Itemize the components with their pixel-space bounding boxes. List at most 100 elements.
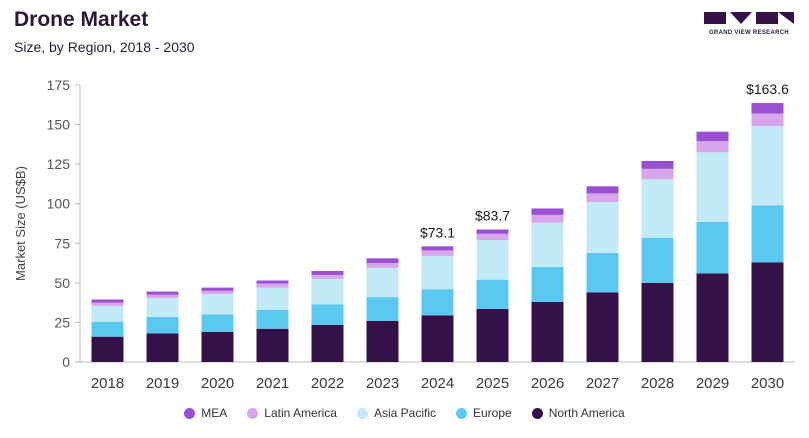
bar-segment-latin-america-2019 — [146, 294, 179, 298]
x-tick-label: 2021 — [256, 375, 289, 392]
chart-subtitle: Size, by Region, 2018 - 2030 — [14, 39, 195, 55]
bar-segment-mea-2030 — [751, 103, 784, 114]
y-tick-label: 175 — [47, 77, 71, 93]
bar-segment-asia-pacific-2021 — [256, 287, 289, 310]
legend-item-europe: Europe — [456, 406, 512, 420]
bar-segment-asia-pacific-2026 — [531, 222, 564, 268]
bar-segment-mea-2019 — [146, 291, 179, 295]
bar-segment-asia-pacific-2029 — [696, 152, 729, 222]
bar-segment-asia-pacific-2030 — [751, 126, 784, 206]
bar-segment-north-america-2022 — [311, 324, 344, 362]
y-tick-label: 100 — [47, 196, 71, 212]
bar-segment-mea-2026 — [531, 208, 564, 215]
bar-segment-mea-2023 — [366, 258, 399, 264]
grand-view-research-logo — [704, 12, 794, 24]
legend-swatch-latin-america — [247, 407, 259, 419]
bar-segment-mea-2029 — [696, 131, 729, 142]
bar-segment-europe-2025 — [476, 279, 509, 309]
bar-segment-asia-pacific-2027 — [586, 202, 619, 253]
bar-segment-europe-2020 — [201, 314, 234, 332]
bar-segment-latin-america-2030 — [751, 113, 784, 127]
bar-segment-latin-america-2018 — [91, 302, 124, 306]
data-label-2025: $83.7 — [475, 208, 510, 224]
data-label-2030: $163.6 — [746, 81, 789, 97]
bar-segment-asia-pacific-2022 — [311, 278, 344, 305]
bar-segment-europe-2023 — [366, 297, 399, 321]
bar-segment-latin-america-2025 — [476, 233, 509, 241]
bar-segment-asia-pacific-2024 — [421, 255, 454, 290]
bar-segment-asia-pacific-2020 — [201, 293, 234, 315]
legend-label-mea: MEA — [201, 406, 228, 420]
chart-legend: MEA Latin America Asia Pacific Europe North … — [0, 406, 809, 420]
y-tick-label: 150 — [47, 117, 71, 133]
bar-segment-latin-america-2027 — [586, 193, 619, 203]
x-tick-label: 2022 — [311, 375, 344, 392]
bar-segment-north-america-2024 — [421, 315, 454, 362]
bar-segment-mea-2020 — [201, 287, 234, 291]
bar-segment-mea-2028 — [641, 160, 674, 169]
bar-segment-latin-america-2022 — [311, 274, 344, 279]
bar-segment-north-america-2018 — [91, 336, 124, 362]
bar-segment-north-america-2027 — [586, 292, 619, 362]
bar-segment-europe-2021 — [256, 309, 289, 329]
bar-segment-latin-america-2028 — [641, 168, 674, 180]
legend-label-asia-pacific: Asia Pacific — [373, 406, 436, 420]
y-axis-label: Market Size (US$B) — [13, 166, 28, 281]
bar-segment-mea-2027 — [586, 186, 619, 194]
y-tick-label: 25 — [54, 314, 70, 330]
bar-segment-north-america-2025 — [476, 308, 509, 362]
x-tick-label: 2023 — [366, 375, 399, 392]
x-tick-label: 2030 — [751, 375, 784, 392]
bar-segment-europe-2026 — [531, 267, 564, 302]
x-tick-label: 2026 — [531, 375, 564, 392]
stacked-bar-chart: 0 25 50 75 100 125 150 175 Market Size (US$B) 201… — [13, 77, 795, 392]
legend-swatch-asia-pacific — [356, 407, 368, 419]
legend-swatch-europe — [456, 407, 467, 419]
legend-label-north-america: North America — [548, 406, 625, 420]
bar-segment-europe-2030 — [751, 205, 784, 263]
bar-segment-north-america-2019 — [146, 333, 179, 362]
x-tick-label: 2018 — [91, 375, 124, 392]
bar-segment-mea-2018 — [91, 299, 124, 303]
legend-item-north-america: North America — [531, 406, 625, 420]
x-tick-label: 2027 — [586, 375, 619, 392]
bar-segment-europe-2018 — [91, 321, 124, 337]
x-tick-label: 2024 — [421, 375, 454, 392]
bar-segment-north-america-2020 — [201, 331, 234, 362]
bar-segment-asia-pacific-2019 — [146, 297, 179, 317]
bar-segment-mea-2024 — [421, 246, 454, 251]
bar-segment-latin-america-2023 — [366, 263, 399, 268]
legend-item-latin-america: Latin America — [247, 406, 337, 420]
bar-segment-asia-pacific-2023 — [366, 267, 399, 298]
bar-segment-latin-america-2026 — [531, 214, 564, 223]
bar-segment-latin-america-2029 — [696, 141, 729, 153]
y-tick-label: 75 — [54, 235, 70, 251]
legend-swatch-north-america — [531, 407, 543, 419]
bar-segment-europe-2028 — [641, 237, 674, 283]
bar-segment-asia-pacific-2028 — [641, 179, 674, 238]
bar-segment-latin-america-2020 — [201, 290, 234, 294]
bar-segment-mea-2021 — [256, 280, 289, 284]
y-tick-label: 0 — [62, 354, 70, 370]
bar-segment-europe-2024 — [421, 289, 454, 316]
logo-caption: GRAND VIEW RESEARCH — [708, 30, 790, 36]
legend-item-asia-pacific: Asia Pacific — [356, 406, 436, 420]
chart-title: Drone Market — [14, 8, 149, 31]
legend-label-europe: Europe — [473, 406, 512, 420]
legend-item-mea: MEA — [184, 406, 227, 420]
x-tick-label: 2025 — [476, 375, 509, 392]
bar-segment-north-america-2026 — [531, 301, 564, 362]
x-tick-label: 2020 — [201, 375, 234, 392]
y-tick-label: 125 — [47, 156, 71, 172]
bar-segment-asia-pacific-2025 — [476, 240, 509, 280]
x-tick-label: 2029 — [696, 375, 729, 392]
bar-segment-europe-2029 — [696, 221, 729, 274]
bar-segment-latin-america-2021 — [256, 283, 289, 288]
x-tick-label: 2028 — [641, 375, 674, 392]
data-label-2024: $73.1 — [420, 224, 455, 240]
x-tick-label: 2019 — [146, 375, 179, 392]
legend-label-latin-america: Latin America — [264, 406, 337, 420]
bar-segment-europe-2022 — [311, 304, 344, 325]
bar-segment-north-america-2021 — [256, 328, 289, 362]
bar-segment-mea-2025 — [476, 229, 509, 234]
